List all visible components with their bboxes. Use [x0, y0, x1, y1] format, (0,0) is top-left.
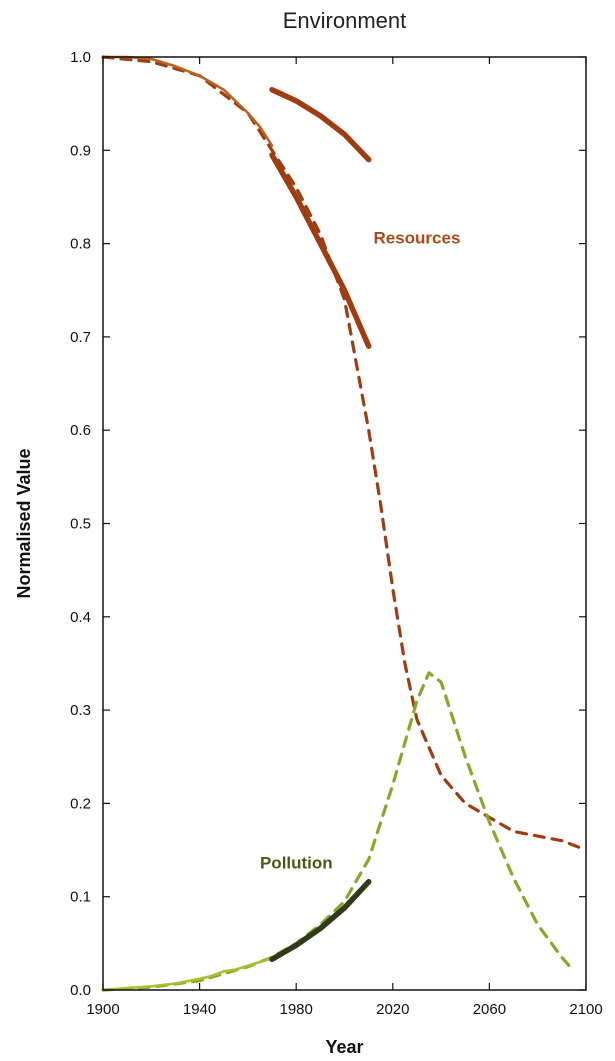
series-line-0	[101, 55, 588, 852]
y-axis-label: Normalised Value	[14, 448, 34, 598]
y-tick-label: 0.8	[70, 236, 91, 253]
x-tick-label: 1940	[183, 1001, 216, 1018]
series-line-4	[101, 671, 576, 992]
series-line-5	[101, 957, 274, 992]
plot-frame	[102, 56, 587, 991]
chart-title: Environment	[283, 8, 407, 33]
y-tick-label: 0.9	[70, 142, 91, 159]
x-tick-label: 2100	[569, 1001, 602, 1018]
x-axis: 1900 1940 1980 2020 2060 2100	[86, 57, 603, 1018]
plot-area	[101, 55, 588, 992]
series-label-resources: Resources	[373, 229, 460, 248]
x-axis-label: Year	[325, 1037, 363, 1057]
y-axis: 0.0 0.1 0.2 0.3 0.4 0.5 0.6 0.7 0.8 0.9 1.0	[70, 49, 586, 999]
series-labels: Resources Pollution	[260, 229, 460, 873]
x-tick-label: 1900	[86, 1001, 119, 1018]
y-tick-label: 0.5	[70, 516, 91, 533]
y-tick-label: 0.0	[70, 982, 91, 999]
series-line-2	[269, 86, 372, 163]
y-tick-label: 0.3	[70, 702, 91, 719]
series-line-6	[269, 879, 372, 962]
y-tick-label: 0.4	[70, 609, 91, 626]
x-tick-label: 2060	[473, 1001, 506, 1018]
series-line-3	[269, 152, 372, 349]
y-tick-label: 0.6	[70, 422, 91, 439]
series-label-pollution: Pollution	[260, 854, 333, 873]
y-tick-label: 0.7	[70, 329, 91, 346]
y-tick-label: 1.0	[70, 49, 91, 66]
x-tick-label: 2020	[376, 1001, 409, 1018]
y-tick-label: 0.2	[70, 795, 91, 812]
x-tick-label: 1980	[280, 1001, 313, 1018]
y-tick-label: 0.1	[70, 889, 91, 906]
series-line-1	[101, 55, 274, 147]
